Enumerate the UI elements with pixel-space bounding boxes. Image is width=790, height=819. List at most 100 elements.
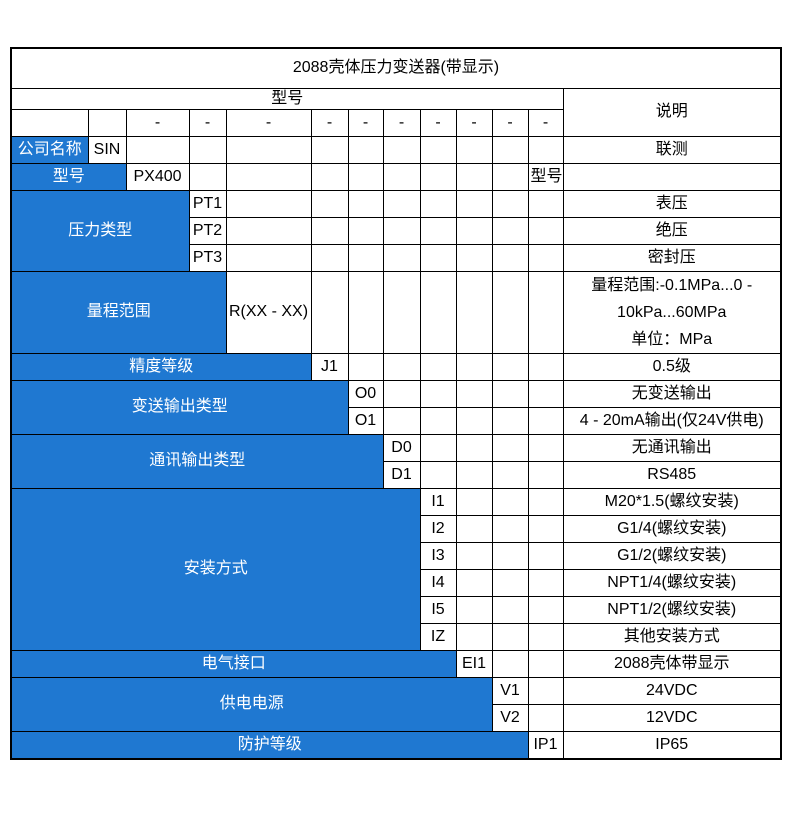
- option-desc: G1/2(螺纹安装): [562, 542, 782, 570]
- empty-cell: [382, 353, 421, 381]
- option-desc: NPT1/4(螺纹安装): [562, 569, 782, 597]
- option-code: O0: [347, 380, 384, 408]
- group-label-accuracy: 精度等级: [10, 353, 312, 381]
- option-desc: 联测: [562, 136, 782, 164]
- header-row: 型号 说明: [10, 88, 782, 137]
- empty-cell: [455, 434, 493, 462]
- option-desc: 量程范围:-0.1MPa...0 - 10kPa...60MPa 单位：MPa: [562, 271, 782, 354]
- table-row: 电气接口 EI1 2088壳体带显示: [10, 650, 782, 678]
- empty-cell: [455, 461, 493, 489]
- dash-cell: -: [310, 109, 349, 137]
- empty-cell: [382, 190, 421, 218]
- empty-cell: [527, 623, 564, 651]
- empty-cell: [491, 407, 529, 435]
- empty-cell: [527, 650, 564, 678]
- table-row: IZ 其他安装方式: [11, 623, 782, 651]
- table-row: O1 4 - 20mA输出(仅24V供电): [11, 407, 782, 435]
- empty-cell: [527, 461, 564, 489]
- option-desc: 24VDC: [562, 677, 782, 705]
- table-row: V2 12VDC: [11, 704, 782, 732]
- empty-cell: [455, 488, 493, 516]
- range-desc-line: 10kPa...60MPa: [617, 304, 727, 321]
- option-code: R(XX - XX): [225, 271, 312, 354]
- dash-cell: -: [491, 109, 529, 137]
- range-desc-line: 单位：MPa: [631, 331, 713, 348]
- option-desc: 无通讯输出: [562, 434, 782, 462]
- table-row: PT2 绝压: [11, 217, 782, 245]
- option-code: J1: [310, 353, 349, 381]
- empty-cell: [491, 163, 529, 191]
- group-label-transmit-output: 变送输出类型: [10, 380, 349, 435]
- empty-cell: [527, 542, 564, 570]
- empty-cell: [455, 190, 493, 218]
- option-desc: G1/4(螺纹安装): [562, 515, 782, 543]
- option-desc: 型号: [527, 163, 564, 191]
- empty-cell: [310, 217, 349, 245]
- option-code: PT1: [188, 190, 227, 218]
- option-code: I4: [419, 569, 457, 597]
- empty-cell: [347, 163, 384, 191]
- empty-cell: [491, 461, 529, 489]
- option-code: V1: [491, 677, 529, 705]
- empty-cell: [225, 190, 312, 218]
- empty-cell: [419, 434, 457, 462]
- table-row: 安装方式 I1 M20*1.5(螺纹安装): [10, 488, 782, 651]
- empty-cell: [455, 407, 493, 435]
- empty-cell: [382, 407, 421, 435]
- empty-cell: [455, 542, 493, 570]
- empty-cell: [225, 163, 312, 191]
- range-desc-line: 量程范围:-0.1MPa...0 -: [591, 277, 753, 294]
- empty-cell: [310, 244, 349, 272]
- empty-cell: [527, 353, 564, 381]
- empty-cell: [347, 244, 384, 272]
- empty-cell: [188, 136, 227, 164]
- empty-cell: [382, 271, 421, 354]
- empty-cell: [527, 407, 564, 435]
- empty-cell: [527, 434, 564, 462]
- empty-cell: [491, 353, 529, 381]
- table-row: 型号 PX400 型号: [10, 163, 781, 191]
- empty-cell: [419, 136, 457, 164]
- title-row: 2088壳体压力变送器(带显示): [10, 47, 782, 89]
- option-desc: IP65: [562, 731, 782, 760]
- empty-cell: [527, 271, 564, 354]
- empty-cell: [527, 190, 564, 218]
- empty-cell: [527, 704, 564, 732]
- table-row: 压力类型 PT1 表压: [10, 190, 782, 272]
- empty-cell: [10, 109, 89, 137]
- empty-cell: [125, 136, 190, 164]
- option-desc: 密封压: [562, 244, 782, 272]
- option-desc: 绝压: [562, 217, 782, 245]
- empty-cell: [419, 190, 457, 218]
- empty-cell: [347, 353, 384, 381]
- empty-cell: [455, 271, 493, 354]
- empty-cell: [527, 217, 564, 245]
- empty-cell: [310, 136, 349, 164]
- table-row: 供电电源 V1 24VDC: [10, 677, 782, 732]
- empty-cell: [455, 623, 493, 651]
- group-label-protection: 防护等级: [10, 731, 529, 760]
- dash-cell: -: [382, 109, 421, 137]
- empty-cell: [347, 217, 384, 245]
- empty-cell: [491, 136, 529, 164]
- empty-cell: [188, 163, 227, 191]
- empty-cell: [419, 163, 457, 191]
- empty-cell: [310, 271, 349, 354]
- empty-cell: [527, 380, 564, 408]
- option-code: I3: [419, 542, 457, 570]
- description-header: 说明: [562, 88, 782, 137]
- empty-cell: [491, 271, 529, 354]
- empty-cell: [491, 515, 529, 543]
- empty-cell: [382, 217, 421, 245]
- empty-cell: [87, 109, 127, 137]
- empty-cell: [347, 136, 384, 164]
- empty-cell: [527, 244, 564, 272]
- empty-cell: [382, 163, 421, 191]
- table-row: 公司名称 SIN 联测: [10, 136, 782, 164]
- option-code: D1: [382, 461, 421, 489]
- empty-cell: [310, 190, 349, 218]
- empty-cell: [527, 488, 564, 516]
- empty-cell: [225, 217, 312, 245]
- empty-cell: [310, 163, 349, 191]
- table-row: 量程范围 R(XX - XX) 量程范围:-0.1MPa...0 - 10kPa…: [10, 271, 782, 354]
